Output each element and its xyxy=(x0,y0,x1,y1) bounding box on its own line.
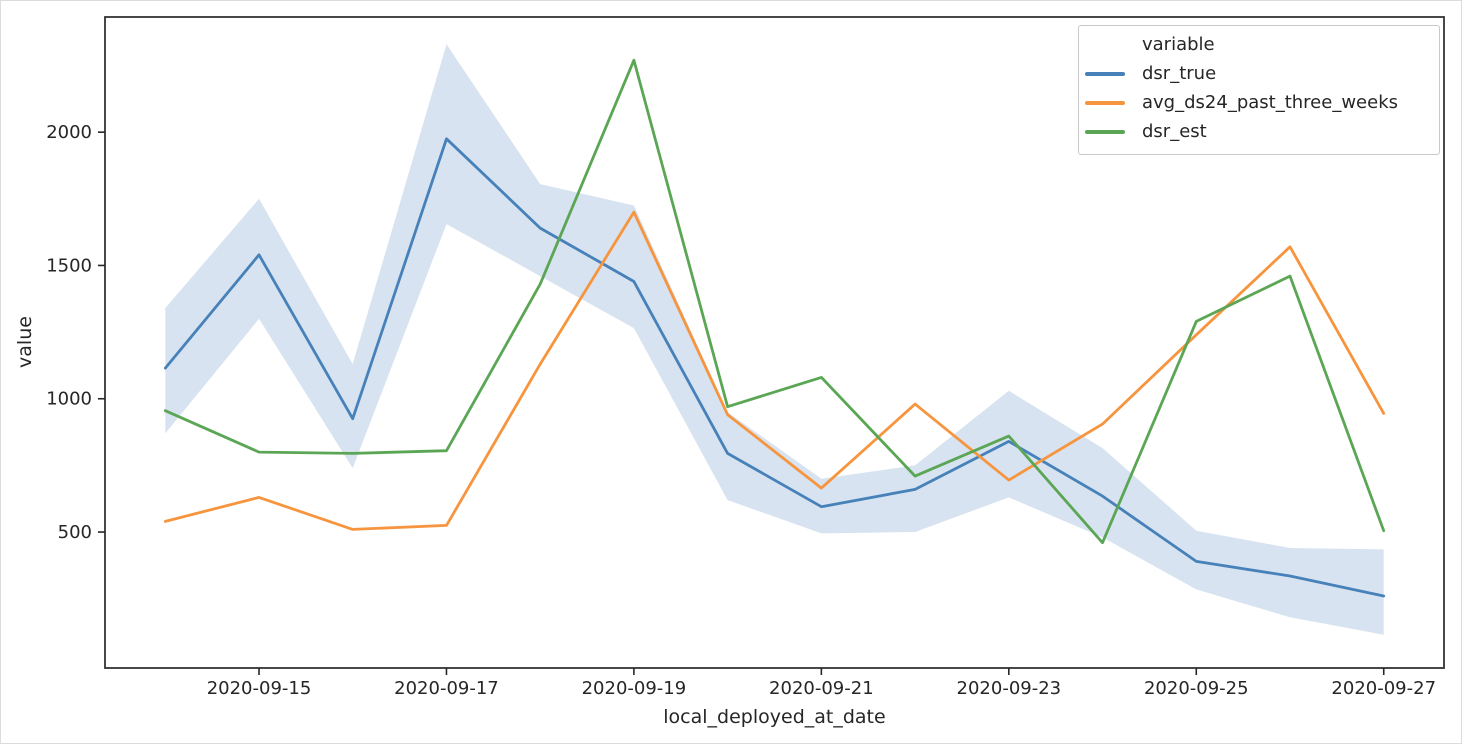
x-tick-label: 2020-09-25 xyxy=(1144,678,1249,699)
legend-item-dsr-est: dsr_est xyxy=(1085,117,1431,146)
legend: variable dsr_true avg_ds24_past_three_we… xyxy=(1078,25,1440,155)
x-tick-label: 2020-09-23 xyxy=(957,678,1062,699)
dsr-true-confidence-band xyxy=(165,44,1384,635)
legend-label-dsr-est: dsr_est xyxy=(1142,120,1207,142)
dsr-est-line-swatch xyxy=(1085,129,1125,134)
x-tick-label: 2020-09-27 xyxy=(1331,678,1436,699)
dsr-true-line-swatch xyxy=(1085,71,1125,76)
legend-item-avg-ds24-past-three-weeks: avg_ds24_past_three_weeks xyxy=(1085,88,1431,117)
y-tick-label: 2000 xyxy=(46,122,92,143)
dsr-true-line xyxy=(163,137,1386,598)
x-tick-label: 2020-09-21 xyxy=(769,678,874,699)
legend-title: variable xyxy=(1142,34,1215,55)
legend-item-dsr-true: dsr_true xyxy=(1085,59,1431,88)
x-tick-label: 2020-09-15 xyxy=(207,678,312,699)
plot-frame xyxy=(104,16,1445,669)
avg-ds24-past-three-weeks-line xyxy=(163,210,1386,531)
y-axis-label: value xyxy=(14,316,36,368)
legend-label-avg-ds24: avg_ds24_past_three_weeks xyxy=(1142,91,1398,113)
x-axis-label: local_deployed_at_date xyxy=(663,706,886,728)
y-tick-label: 1000 xyxy=(46,389,92,410)
dsr-est-line xyxy=(163,58,1386,545)
avg-ds24-line-swatch xyxy=(1085,100,1125,105)
x-tick-label: 2020-09-17 xyxy=(394,678,499,699)
y-tick-label: 500 xyxy=(58,522,92,543)
y-tick-label: 1500 xyxy=(46,255,92,276)
x-tick-label: 2020-09-19 xyxy=(582,678,687,699)
legend-label-dsr-true: dsr_true xyxy=(1142,62,1217,84)
